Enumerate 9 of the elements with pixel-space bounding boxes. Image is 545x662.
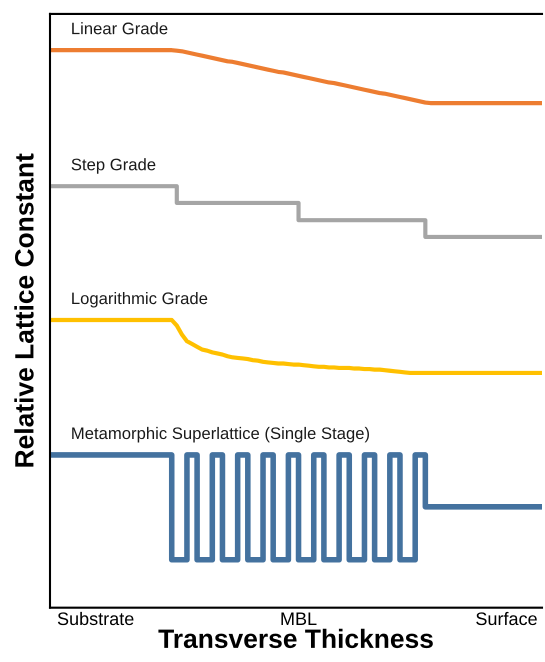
series-label: Step Grade [72,158,156,174]
x-tick-label: Substrate [58,612,134,626]
series-label: Linear Grade [72,22,168,34]
x-axis-title: Transverse Thickness [158,628,433,648]
series-label: Logarithmic Grade [72,292,208,308]
x-tick-label: Surface [476,612,537,626]
x-tick-label: MBL [281,612,316,625]
y-axis-title: Relative Lattice Constant [14,153,34,467]
series-label: Metamorphic Superlattice (Single Stage) [72,426,370,442]
